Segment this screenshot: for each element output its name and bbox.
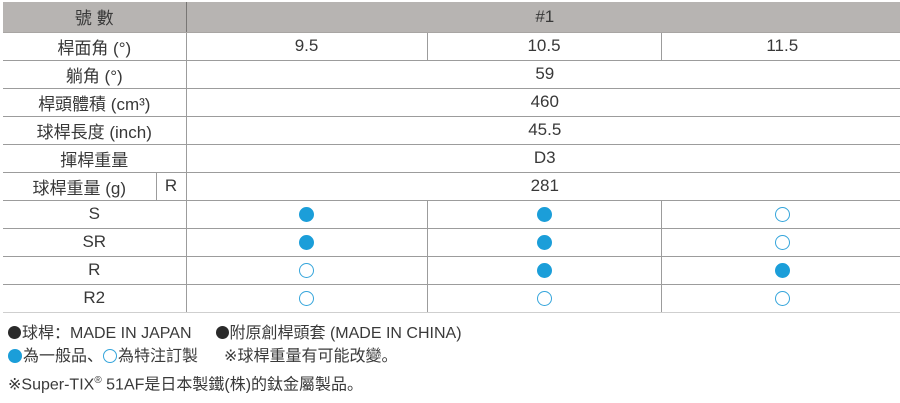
availability-dot-icon: [536, 291, 552, 307]
supertix-text-pre: ※Super-TIX: [8, 375, 95, 393]
availability-cell: [660, 256, 900, 285]
availability-dot-icon: [299, 263, 315, 279]
table-row-flex-sr: SR: [3, 228, 900, 257]
table-row-face-angle: 桿面角 (°) 9.5 10.5 11.5: [3, 32, 900, 61]
spec-label: 球桿重量 (g): [3, 172, 156, 201]
availability-cell: [660, 228, 900, 257]
table-row-club-length: 球桿長度 (inch) 45.5: [3, 116, 900, 145]
table-row-flex-r: R: [3, 256, 900, 285]
footnote-cover-origin: 附原創桿頭套 (MADE IN CHINA): [229, 324, 462, 342]
availability-cell: [426, 284, 662, 313]
spec-value: 460: [185, 88, 900, 117]
spec-label: 桿頭體積 (cm³): [3, 88, 187, 117]
legend-filled-text: 為一般品、: [23, 348, 104, 365]
spec-label: 球桿長度 (inch): [3, 116, 187, 145]
footnote-club-origin: 球桿：MADE IN JAPAN: [22, 324, 192, 342]
availability-dot-icon: [774, 207, 790, 223]
table-row-head-volume: 桿頭體積 (cm³) 460: [3, 88, 900, 117]
spec-label: 桿面角 (°): [3, 32, 187, 61]
flex-label: S: [3, 200, 187, 229]
supertix-text-post: 51AF是日本製鐵(株)的鈦金屬製品。: [101, 375, 364, 393]
footnote-supertix: ※Super-TIX® 51AF是日本製鐵(株)的鈦金屬製品。: [8, 369, 897, 397]
availability-dot-icon: [536, 207, 552, 223]
blue-filled-dot-icon: [8, 349, 22, 363]
availability-dot-icon: [774, 235, 790, 251]
availability-cell: [426, 200, 662, 229]
spec-value: 10.5: [426, 32, 662, 61]
weight-change-note: ※球桿重量有可能改變。: [224, 348, 398, 365]
spec-label: 揮桿重量: [3, 144, 187, 173]
table-row-club-weight: 球桿重量 (g) R 281: [3, 172, 900, 201]
table-row-flex-r2: R2: [3, 284, 900, 313]
legend-open-text: 為特注訂製: [118, 348, 199, 365]
spec-value: 9.5: [185, 32, 428, 61]
availability-dot-icon: [536, 235, 552, 251]
availability-dot-icon: [299, 235, 315, 251]
spec-value: D3: [185, 144, 900, 173]
availability-cell: [185, 228, 428, 257]
availability-cell: [660, 200, 900, 229]
table-row-swing-weight: 揮桿重量 D3: [3, 144, 900, 173]
footnote-legend: 為一般品、 為特注訂製 ※球桿重量有可能改變。: [8, 345, 897, 369]
availability-cell: [185, 284, 428, 313]
availability-dot-icon: [774, 263, 790, 279]
spec-value: 281: [185, 172, 900, 201]
flex-label: R: [3, 256, 187, 285]
spec-label: 躺角 (°): [3, 60, 187, 89]
black-dot-icon: [8, 325, 21, 339]
availability-dot-icon: [299, 207, 315, 223]
spec-value: 11.5: [660, 32, 900, 61]
spec-value: 45.5: [185, 116, 900, 145]
flex-label: R2: [3, 284, 187, 313]
availability-dot-icon: [299, 291, 315, 307]
header-number-value: #1: [185, 2, 900, 33]
blue-open-dot-icon: [103, 349, 118, 363]
footnotes: 球桿：MADE IN JAPAN 附原創桿頭套 (MADE IN CHINA) 為…: [3, 322, 897, 397]
availability-cell: [185, 200, 428, 229]
availability-cell: [660, 284, 900, 313]
table-row-flex-s: S: [3, 200, 900, 229]
flex-sub-label: R: [155, 172, 187, 201]
availability-dot-icon: [774, 291, 790, 307]
availability-cell: [185, 256, 428, 285]
footnote-made-in: 球桿：MADE IN JAPAN 附原創桿頭套 (MADE IN CHINA): [8, 322, 897, 346]
header-number-label: 號 數: [3, 2, 187, 33]
availability-cell: [426, 256, 662, 285]
table-row-lie-angle: 躺角 (°) 59: [3, 60, 900, 89]
availability-cell: [426, 228, 662, 257]
flex-label: SR: [3, 228, 187, 257]
availability-dot-icon: [536, 263, 552, 279]
club-spec-table: 號 數 #1 桿面角 (°) 9.5 10.5 11.5 躺角 (°) 59 桿…: [3, 2, 900, 313]
black-dot-icon: [215, 325, 229, 339]
table-header-row: 號 數 #1: [3, 2, 900, 33]
spec-value: 59: [185, 60, 900, 89]
registered-mark: ®: [94, 374, 102, 386]
